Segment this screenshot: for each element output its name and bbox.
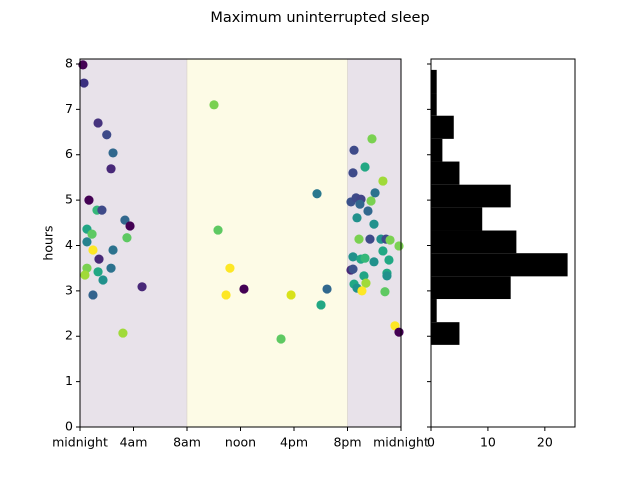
scatter-point: [348, 252, 358, 262]
scatter-point: [93, 267, 103, 277]
scatter-point: [276, 334, 286, 344]
scatter-point: [102, 130, 112, 140]
x-tick-label: 8pm: [333, 435, 361, 450]
scatter-point: [82, 237, 92, 247]
histogram-bar: [431, 161, 460, 185]
scatter-point: [348, 264, 358, 274]
scatter-point: [88, 245, 98, 255]
scatter-point: [349, 145, 359, 155]
histogram-bar: [431, 230, 517, 254]
scatter-point: [106, 263, 116, 273]
histogram-bar: [431, 299, 437, 323]
y-tick-label: 6: [65, 146, 73, 161]
scatter-point: [365, 234, 375, 244]
y-tick-label: 5: [65, 192, 73, 207]
scatter-point: [316, 300, 326, 310]
scatter-point: [137, 282, 147, 292]
scatter-point: [360, 253, 370, 263]
scatter-point: [360, 162, 370, 172]
histogram-bar: [431, 322, 460, 345]
x-tick-label: 4am: [120, 435, 148, 450]
histogram-bar: [431, 69, 437, 94]
scatter-point: [367, 134, 377, 144]
scatter-point: [312, 189, 322, 199]
x-tick-label: 4pm: [280, 435, 308, 450]
scatter-point: [394, 241, 404, 251]
histogram-bar: [431, 207, 483, 231]
scatter-point: [93, 118, 103, 128]
chart-title: Maximum uninterrupted sleep: [210, 10, 429, 26]
histogram-bar: [431, 93, 437, 116]
scatter-point: [209, 100, 219, 110]
y-tick-label: 4: [65, 237, 73, 252]
scatter-point: [366, 196, 376, 206]
scatter-point: [369, 257, 379, 267]
scatter-point: [78, 60, 88, 70]
scatter-point: [286, 290, 296, 300]
scatter-point: [378, 176, 388, 186]
scatter-point: [394, 327, 404, 337]
scatter-point: [213, 225, 223, 235]
scatter-point: [221, 290, 231, 300]
scatter-point: [94, 254, 104, 264]
y-tick-label: 1: [65, 373, 73, 388]
scatter-point: [369, 219, 379, 229]
shaded-band: [186, 58, 348, 428]
scatter-point: [355, 199, 365, 209]
x-tick-label: 0: [427, 435, 435, 450]
y-tick-label: 3: [65, 282, 73, 297]
scatter-point: [357, 286, 367, 296]
scatter-point: [88, 290, 98, 300]
scatter-point: [118, 328, 128, 338]
scatter-point: [98, 275, 108, 285]
scatter-point: [125, 221, 135, 231]
scatter-point: [97, 205, 107, 215]
y-axis-label: hours: [41, 225, 56, 260]
y-tick-label: 0: [65, 419, 73, 434]
scatter-point: [359, 271, 369, 281]
scatter-point: [384, 255, 394, 265]
x-tick-label: midnight: [373, 435, 429, 450]
scatter-point: [225, 263, 235, 273]
scatter-point: [87, 229, 97, 239]
y-tick-label: 2: [65, 328, 73, 343]
scatter-point: [354, 234, 364, 244]
scatter-point: [239, 284, 249, 294]
scatter-point: [370, 188, 380, 198]
scatter-point: [382, 271, 392, 281]
scatter-point: [106, 164, 116, 174]
histogram-bar: [431, 184, 511, 208]
scatter-point: [322, 284, 332, 294]
x-tick-label: noon: [225, 435, 256, 450]
scatter-point: [122, 233, 132, 243]
scatter-point: [363, 206, 373, 216]
histogram-bar: [431, 276, 511, 300]
x-tick-label: midnight: [52, 435, 108, 450]
x-tick-label: 10: [480, 435, 496, 450]
scatter-point: [80, 270, 90, 280]
scatter-point: [385, 235, 395, 245]
shaded-band: [79, 58, 188, 428]
scatter-point: [378, 246, 388, 256]
scatter-point: [352, 213, 362, 223]
histogram-bar: [431, 138, 443, 162]
histogram-bar: [431, 115, 454, 139]
scatter-point: [108, 245, 118, 255]
x-tick-label: 8am: [173, 435, 201, 450]
y-tick-label: 8: [65, 55, 73, 70]
scatter-point: [348, 168, 358, 178]
axes-frame: [430, 58, 576, 428]
y-tick-label: 7: [65, 101, 73, 116]
x-tick-label: 20: [537, 435, 553, 450]
histogram-bar: [431, 253, 568, 277]
scatter-point: [108, 148, 118, 158]
scatter-point: [361, 278, 371, 288]
scatter-point: [380, 287, 390, 297]
scatter-point: [84, 195, 94, 205]
scatter-point: [79, 78, 89, 88]
